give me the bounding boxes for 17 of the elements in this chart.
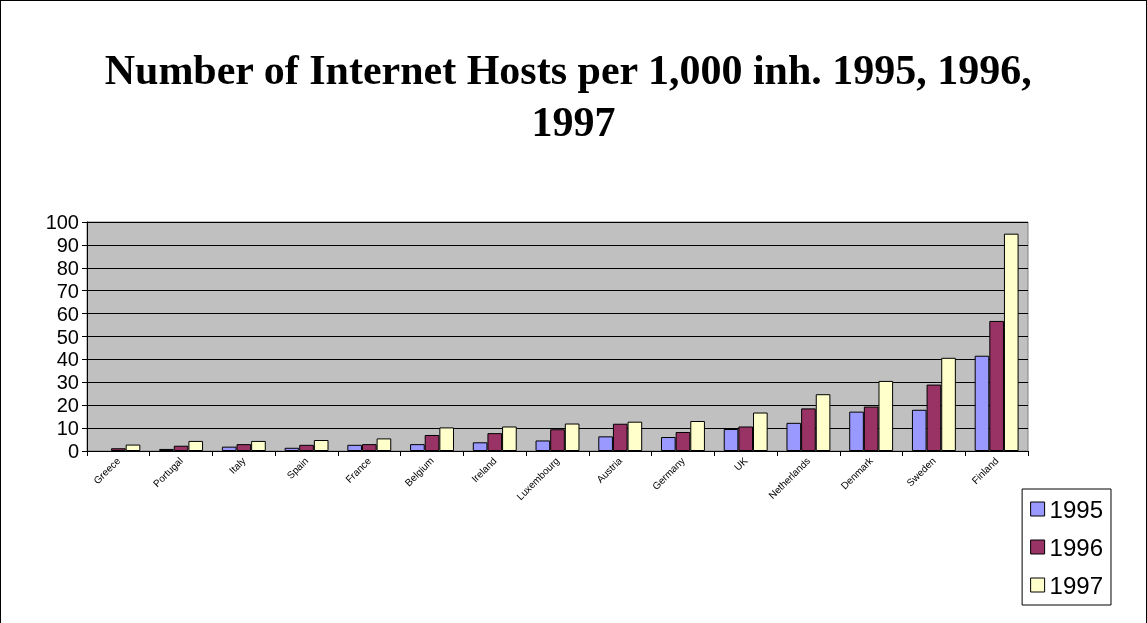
y-tick-label: 20 bbox=[56, 394, 79, 417]
y-tick-label: 100 bbox=[45, 211, 79, 233]
legend-label: 1997 bbox=[1049, 571, 1103, 599]
y-tick-label: 50 bbox=[56, 325, 79, 348]
y-tick-label: 70 bbox=[56, 279, 79, 302]
y-tick-label: 80 bbox=[56, 256, 79, 279]
y-tick-label: 60 bbox=[56, 302, 79, 325]
legend-label: 1995 bbox=[1049, 495, 1103, 523]
legend-label: 1996 bbox=[1049, 533, 1103, 561]
chart-title: Number of Internet Hosts per 1,000 inh. 1995, 1996, 1997 bbox=[104, 47, 1043, 145]
x-tick-label: Italy bbox=[227, 455, 248, 476]
y-tick-label: 90 bbox=[56, 233, 79, 256]
y-tick-label: 30 bbox=[56, 371, 79, 394]
y-tick-label: 40 bbox=[56, 348, 79, 371]
y-tick-label: 0 bbox=[67, 440, 79, 462]
y-tick-label: 10 bbox=[56, 417, 79, 440]
x-tick-label: UK bbox=[732, 454, 750, 473]
